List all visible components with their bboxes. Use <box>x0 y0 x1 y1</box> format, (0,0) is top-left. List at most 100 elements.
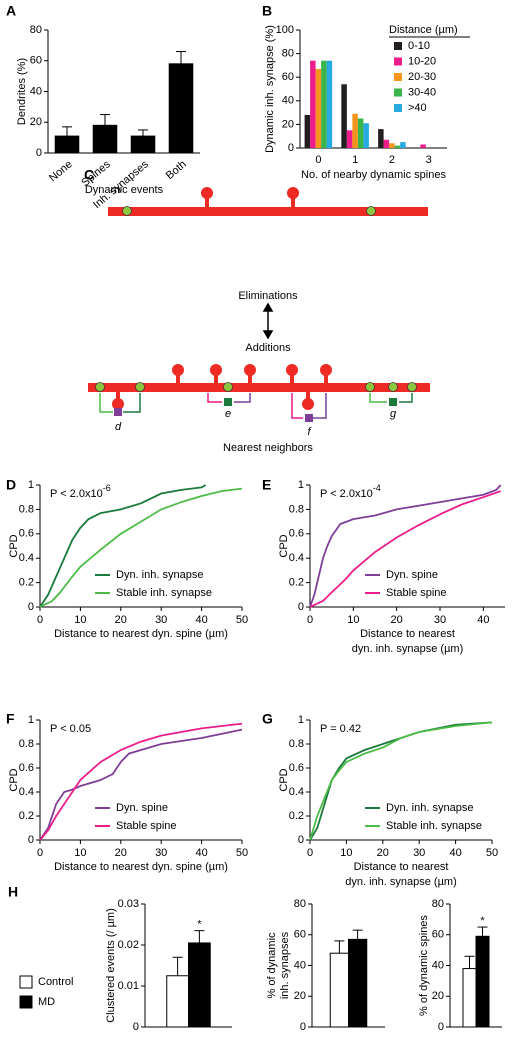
bar <box>346 130 353 148</box>
y-tick-label: 80 <box>432 898 444 910</box>
y-tick-label: 60 <box>432 929 444 941</box>
bar <box>378 129 384 148</box>
legend-label: 20-30 <box>408 71 436 83</box>
y-tick-label: 1 <box>28 479 34 491</box>
y-tick-label: 0 <box>300 1021 306 1033</box>
legend-label: Dyn. spine <box>116 802 168 814</box>
legend-title: Distance (µm) <box>389 24 458 36</box>
diagram-label: Additions <box>245 342 291 354</box>
annotation-sup: -6 <box>103 483 111 493</box>
y-axis-label: CPD <box>278 534 290 557</box>
bar <box>352 113 358 148</box>
y-tick-label: 0 <box>438 1021 444 1033</box>
x-axis-label: Distance to nearest dyn. spine (µm) <box>54 861 228 873</box>
bottom-dendrite <box>88 364 430 410</box>
y-axis-label: % of dynamic spines <box>418 915 430 1016</box>
legend-label: Dyn. inh. synapse <box>116 569 203 581</box>
y-tick-label: 0.6 <box>289 528 304 540</box>
cdf-line <box>39 728 243 841</box>
y-tick-label: 1 <box>298 714 304 726</box>
x-tick-label: 1 <box>352 154 358 166</box>
x-tick-label: 0 <box>37 847 43 859</box>
annotation-text: P < 2.0x10 <box>320 488 373 500</box>
y-tick-label: 80 <box>282 48 294 60</box>
panel-letter: H <box>8 884 18 900</box>
x-tick-label: 50 <box>236 847 248 859</box>
legend-swatch <box>394 73 402 81</box>
marker-label: e <box>225 408 231 420</box>
y-tick-label: 0 <box>298 834 304 846</box>
annotation-sup: -4 <box>373 483 381 493</box>
legend-label: Stable inh. synapse <box>116 587 212 599</box>
diagram-caption: Nearest neighbors <box>223 442 313 454</box>
x-tick-label: 10 <box>340 847 352 859</box>
y-tick-label: 40 <box>30 85 42 97</box>
x-tick-label: 3 <box>426 154 432 166</box>
x-tick-label: 2 <box>389 154 395 166</box>
x-tick-label: 40 <box>449 847 461 859</box>
y-axis-label: Dendrites (%) <box>16 58 28 125</box>
legend-label: Stable spine <box>386 587 447 599</box>
bar <box>92 124 118 154</box>
cdf-line <box>309 484 502 608</box>
y-tick-label: 60 <box>282 71 294 83</box>
x-tick-label: 50 <box>236 614 248 626</box>
bar <box>357 118 364 148</box>
bar <box>363 123 369 148</box>
bar <box>475 935 490 1028</box>
y-tick-label: 0.4 <box>19 786 34 798</box>
panel-letter: E <box>262 477 271 493</box>
y-tick-label: 0.01 <box>118 980 139 992</box>
bar <box>315 68 322 148</box>
y-tick-label: 40 <box>282 95 294 107</box>
annotation-text: P = 0.42 <box>320 723 361 735</box>
y-tick-label: 0 <box>28 601 34 613</box>
bar <box>400 142 406 148</box>
bar <box>310 60 316 148</box>
cdf-line <box>39 484 207 608</box>
x-tick-label: 40 <box>195 847 207 859</box>
x-tick-label: 30 <box>155 847 167 859</box>
bar <box>420 144 426 148</box>
bar <box>326 60 333 148</box>
legend-label: 0-10 <box>408 40 430 52</box>
annotation: * <box>480 915 485 927</box>
bar <box>389 143 395 148</box>
y-tick-label: 0.6 <box>289 762 304 774</box>
y-tick-label: 20 <box>282 118 294 130</box>
x-tick-label: None <box>47 158 75 184</box>
x-tick-label: 20 <box>115 614 127 626</box>
y-tick-label: 0 <box>288 142 294 154</box>
x-tick-label: 0 <box>307 614 313 626</box>
panel-letter: B <box>262 3 272 19</box>
annotation: P < 0.05 <box>50 723 91 735</box>
legend-label: Dyn. inh. synapse <box>386 802 473 814</box>
annotation-text: P < 0.05 <box>50 723 91 735</box>
x-tick-label: 20 <box>115 847 127 859</box>
annotation: P < 2.0x10-4 <box>320 483 381 500</box>
annotation: P = 0.42 <box>320 723 361 735</box>
y-tick-label: 20 <box>30 116 42 128</box>
y-tick-label: 20 <box>432 990 444 1002</box>
cdf-line <box>309 721 493 841</box>
x-tick-label: 10 <box>74 614 86 626</box>
double-arrow <box>262 302 274 340</box>
cdf-line <box>39 487 243 608</box>
y-tick-label: 0.8 <box>19 738 34 750</box>
bar <box>130 135 156 154</box>
legend-label: 10-20 <box>408 55 436 67</box>
y-axis-label: Dynamic inh. synapse (%) <box>264 25 276 153</box>
y-tick-label: 0.4 <box>289 552 304 564</box>
legend-swatch <box>19 975 33 989</box>
panel-letter: F <box>6 711 15 727</box>
diagram-label: Eliminations <box>238 290 298 302</box>
y-tick-label: 1 <box>298 479 304 491</box>
panel-letter: G <box>262 711 273 727</box>
y-tick-label: 60 <box>30 55 42 67</box>
annotation: * <box>197 919 202 931</box>
annotation-text: P < 2.0x10 <box>50 488 103 500</box>
y-axis-label: % of dynamic <box>266 932 278 999</box>
legend-label: Stable spine <box>116 820 177 832</box>
legend-label: Control <box>38 976 73 988</box>
